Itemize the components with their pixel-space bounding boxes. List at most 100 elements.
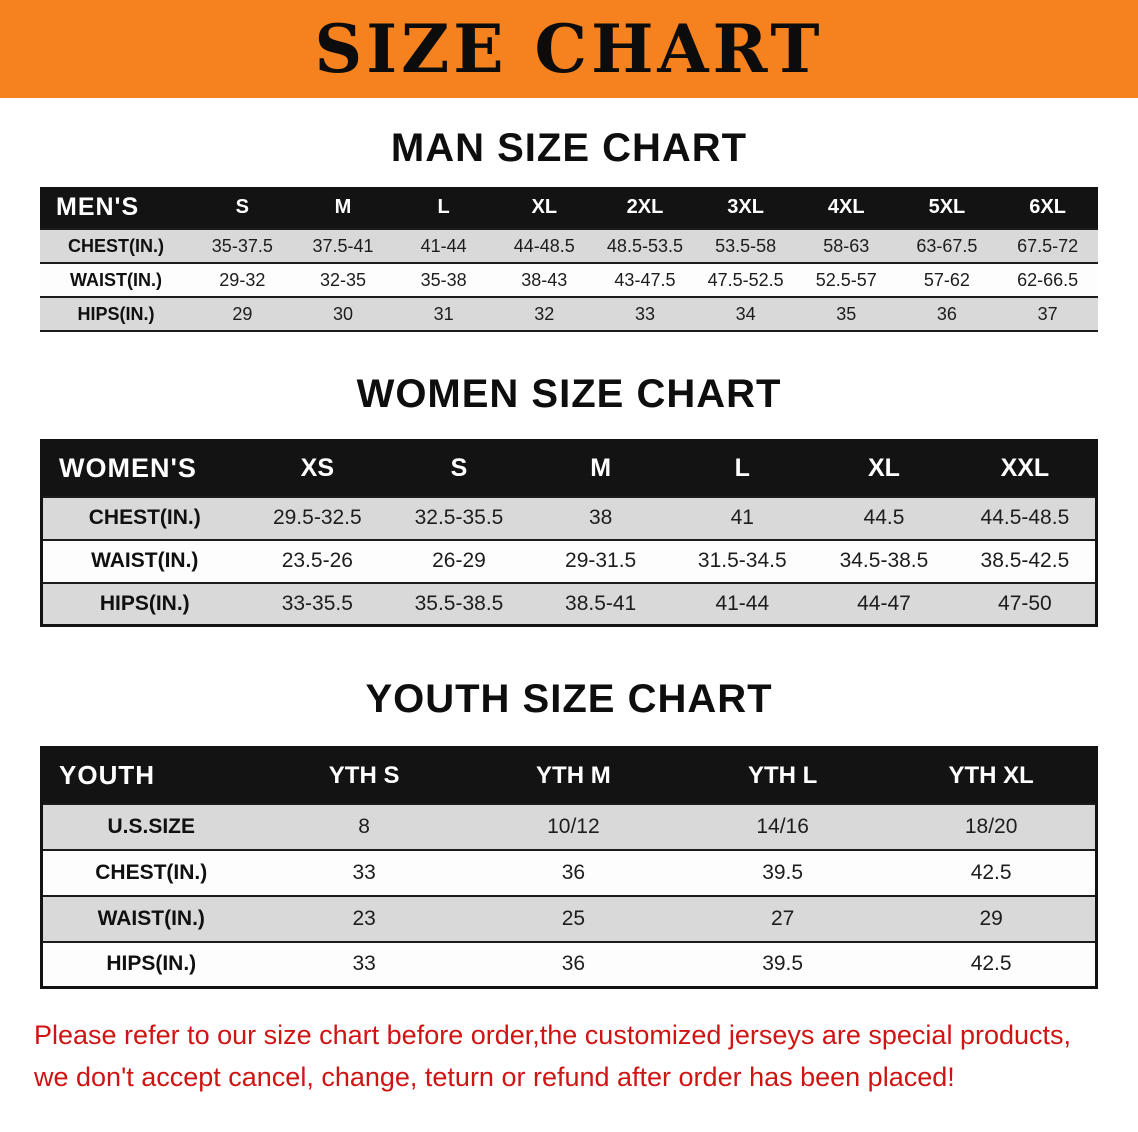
value-cell: 36 [896, 297, 998, 331]
value-cell: 57-62 [896, 263, 998, 297]
table-header-row: WOMEN'S XS S M L XL XXL [41, 440, 1097, 497]
value-cell: 38.5-42.5 [954, 539, 1097, 583]
value-cell: 62-66.5 [997, 263, 1098, 297]
size-header-cell: S [388, 440, 530, 497]
table-title-cell: YOUTH [41, 747, 260, 804]
women-size-table: WOMEN'S XS S M L XL XXL CHEST(IN.) 29.5-32.5 32.5… [40, 439, 1098, 627]
value-cell: 32.5-35.5 [388, 496, 530, 540]
value-cell: 44.5 [813, 496, 955, 540]
value-cell: 10/12 [468, 803, 678, 850]
row-label-cell: HIPS(IN.) [40, 297, 192, 331]
table-title-cell: WOMEN'S [41, 440, 247, 497]
row-label-cell: CHEST(IN.) [40, 229, 192, 263]
value-cell: 41-44 [671, 582, 814, 626]
value-cell: 43-47.5 [594, 263, 696, 297]
row-label-cell: HIPS(IN.) [41, 582, 247, 626]
size-header-cell: S [192, 187, 293, 229]
size-header-cell: XL [493, 187, 595, 229]
size-header-cell: XL [813, 440, 955, 497]
value-cell: 38 [529, 496, 672, 540]
value-cell: 23.5-26 [246, 539, 389, 583]
youth-size-table: YOUTH YTH S YTH M YTH L YTH XL U.S.SIZE 8 10/12… [40, 746, 1098, 989]
table-row: WAIST(IN.) 23 25 27 29 [41, 895, 1097, 942]
value-cell: 33 [259, 849, 469, 896]
row-label-cell: WAIST(IN.) [41, 895, 260, 942]
table-row: HIPS(IN.) 33 36 39.5 42.5 [41, 941, 1097, 988]
men-section: MAN SIZE CHART MEN'S S M L XL 2XL 3XL 4XL 5XL 6XL… [0, 126, 1138, 332]
men-size-table: MEN'S S M L XL 2XL 3XL 4XL 5XL 6XL CHEST(IN.) 35-37… [40, 187, 1098, 332]
size-header-cell: YTH S [259, 747, 469, 804]
value-cell: 53.5-58 [695, 229, 796, 263]
value-cell: 32 [493, 297, 595, 331]
value-cell: 29-31.5 [529, 539, 672, 583]
size-header-cell: 6XL [997, 187, 1098, 229]
size-header-cell: YTH M [468, 747, 678, 804]
value-cell: 36 [468, 849, 678, 896]
value-cell: 37 [997, 297, 1098, 331]
value-cell: 31 [393, 297, 494, 331]
women-section: WOMEN SIZE CHART WOMEN'S XS S M L XL XXL CHEST(… [0, 372, 1138, 627]
size-header-cell: 2XL [594, 187, 696, 229]
value-cell: 33 [594, 297, 696, 331]
size-header-cell: M [292, 187, 394, 229]
value-cell: 44-48.5 [493, 229, 595, 263]
value-cell: 30 [292, 297, 394, 331]
size-header-cell: M [529, 440, 672, 497]
value-cell: 8 [259, 803, 469, 850]
value-cell: 29 [192, 297, 293, 331]
value-cell: 29 [887, 895, 1097, 942]
size-header-cell: XS [246, 440, 389, 497]
value-cell: 67.5-72 [997, 229, 1098, 263]
table-row: CHEST(IN.) 29.5-32.5 32.5-35.5 38 41 44.5 44.5… [41, 496, 1097, 540]
value-cell: 47-50 [954, 582, 1097, 626]
table-header-row: YOUTH YTH S YTH M YTH L YTH XL [41, 747, 1097, 804]
value-cell: 35 [795, 297, 897, 331]
value-cell: 35-38 [393, 263, 494, 297]
value-cell: 14/16 [678, 803, 888, 850]
row-label-cell: WAIST(IN.) [40, 263, 192, 297]
row-label-cell: U.S.SIZE [41, 803, 260, 850]
size-header-cell: L [671, 440, 814, 497]
value-cell: 42.5 [887, 941, 1097, 988]
row-label-cell: WAIST(IN.) [41, 539, 247, 583]
table-row: CHEST(IN.) 35-37.5 37.5-41 41-44 44-48.5 48.5… [40, 229, 1098, 263]
size-header-cell: 3XL [695, 187, 796, 229]
value-cell: 31.5-34.5 [671, 539, 814, 583]
value-cell: 23 [259, 895, 469, 942]
men-heading: MAN SIZE CHART [390, 126, 748, 170]
value-cell: 29.5-32.5 [246, 496, 389, 540]
size-header-cell: YTH XL [887, 747, 1097, 804]
size-header-cell: YTH L [678, 747, 888, 804]
table-title-cell: MEN'S [40, 187, 192, 229]
value-cell: 38-43 [493, 263, 595, 297]
disclaimer-line-2: we don't accept cancel, change, teturn o… [34, 1061, 955, 1092]
row-label-cell: CHEST(IN.) [41, 496, 247, 540]
value-cell: 41-44 [393, 229, 494, 263]
table-row: HIPS(IN.) 29 30 31 32 33 34 35 36 37 [40, 297, 1098, 331]
value-cell: 38.5-41 [529, 582, 672, 626]
table-header-row: MEN'S S M L XL 2XL 3XL 4XL 5XL 6XL [40, 187, 1098, 229]
value-cell: 26-29 [388, 539, 530, 583]
value-cell: 58-63 [795, 229, 897, 263]
row-label-cell: HIPS(IN.) [41, 941, 260, 988]
table-row: CHEST(IN.) 33 36 39.5 42.5 [41, 849, 1097, 896]
value-cell: 52.5-57 [795, 263, 897, 297]
value-cell: 34 [695, 297, 796, 331]
value-cell: 41 [671, 496, 814, 540]
size-header-cell: XXL [954, 440, 1097, 497]
value-cell: 18/20 [887, 803, 1097, 850]
value-cell: 37.5-41 [292, 229, 394, 263]
disclaimer: Please refer to our size chart before or… [0, 1015, 1138, 1117]
value-cell: 63-67.5 [896, 229, 998, 263]
value-cell: 39.5 [678, 941, 888, 988]
size-header-cell: L [393, 187, 494, 229]
value-cell: 47.5-52.5 [695, 263, 796, 297]
value-cell: 29-32 [192, 263, 293, 297]
size-header-cell: 4XL [795, 187, 897, 229]
value-cell: 33-35.5 [246, 582, 389, 626]
value-cell: 25 [468, 895, 678, 942]
value-cell: 48.5-53.5 [594, 229, 696, 263]
page-title: SIZE CHART [314, 10, 824, 88]
row-label-cell: CHEST(IN.) [41, 849, 260, 896]
